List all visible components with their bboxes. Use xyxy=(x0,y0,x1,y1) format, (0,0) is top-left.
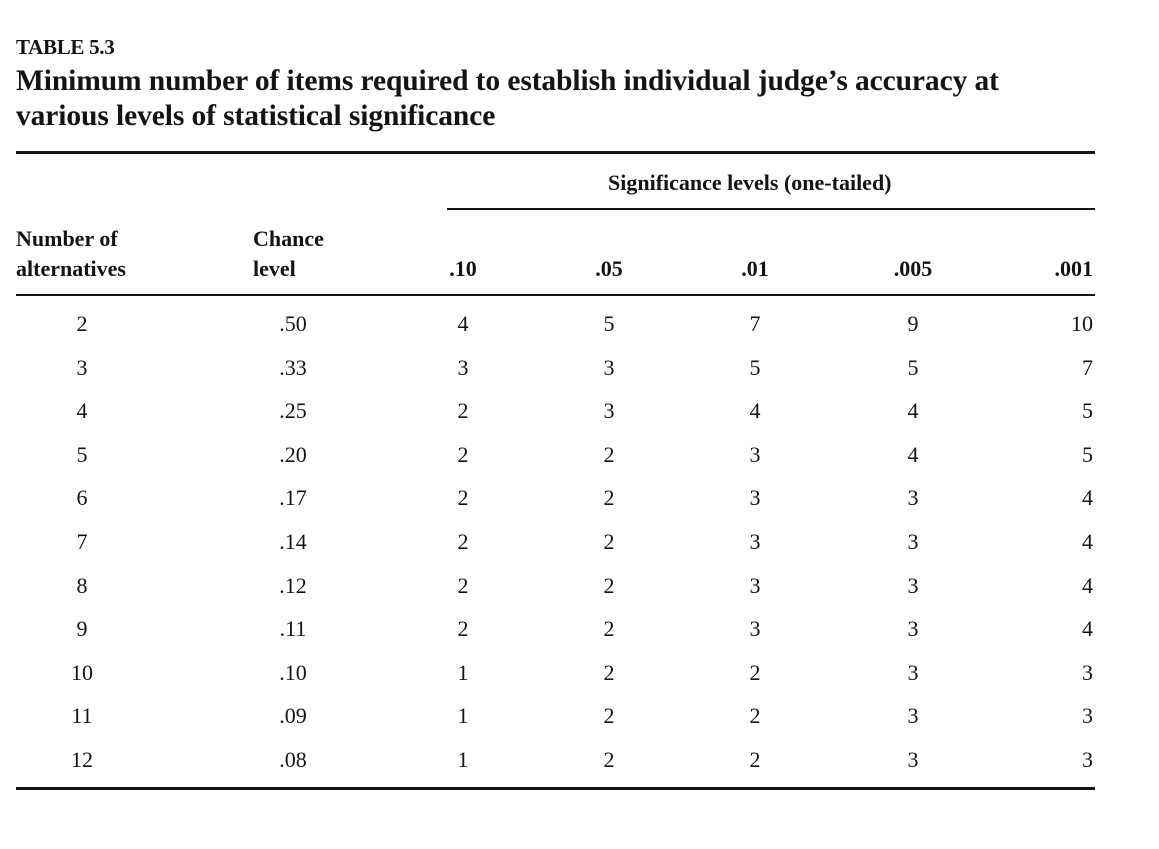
table-cell-r0-c3: 5 xyxy=(603,311,615,336)
table-cell-r4-c4: 3 xyxy=(749,485,761,510)
table-cell-r1-c2: 3 xyxy=(457,355,469,380)
header-chance-line2: level xyxy=(253,256,296,281)
table-cell-r1-c5: 5 xyxy=(907,355,919,380)
table-cell-r7-c6: 4 xyxy=(1082,616,1093,641)
header-level-3: .005 xyxy=(893,256,933,281)
header-level-2: .01 xyxy=(741,256,769,281)
table-cell-r5-c5: 3 xyxy=(907,529,919,554)
table-cell-r3-c4: 3 xyxy=(749,442,761,467)
table-cell-r7-c4: 3 xyxy=(749,616,761,641)
table-cell-r2-c1: .25 xyxy=(279,398,307,423)
table-cell-r2-c2: 2 xyxy=(457,398,469,423)
table-cell-r10-c4: 2 xyxy=(749,747,761,772)
spanner-rule xyxy=(447,208,1095,210)
table-cell-r5-c2: 2 xyxy=(457,529,469,554)
header-chance-line1: Chance xyxy=(253,226,324,251)
table-cell-r5-c4: 3 xyxy=(749,529,761,554)
table-cell-r3-c5: 4 xyxy=(907,442,919,467)
table-cell-r10-c0: 12 xyxy=(71,747,93,772)
table-cell-r6-c1: .12 xyxy=(279,573,307,598)
table-cell-r9-c2: 1 xyxy=(457,703,469,728)
table-cell-r6-c6: 4 xyxy=(1082,573,1093,598)
header-alternatives-line2: alternatives xyxy=(16,256,126,281)
table-cell-r5-c0: 7 xyxy=(76,529,88,554)
table-cell-r0-c2: 4 xyxy=(457,311,469,336)
header-level-0: .10 xyxy=(449,256,477,281)
header-rule xyxy=(16,294,1095,296)
table-cell-r10-c5: 3 xyxy=(907,747,919,772)
table-cell-r4-c1: .17 xyxy=(279,485,307,510)
table-cell-r6-c4: 3 xyxy=(749,573,761,598)
table-cell-r6-c0: 8 xyxy=(76,573,88,598)
table-cell-r1-c6: 7 xyxy=(1082,355,1093,380)
table-cell-r0-c4: 7 xyxy=(749,311,761,336)
table-cell-r0-c1: .50 xyxy=(279,311,307,336)
table-cell-r9-c5: 3 xyxy=(907,703,919,728)
table-cell-r6-c2: 2 xyxy=(457,573,469,598)
table-cell-r6-c5: 3 xyxy=(907,573,919,598)
table-caption: Minimum number of items required to esta… xyxy=(16,65,999,132)
document-page: TABLE 5.3 Minimum number of items requir… xyxy=(16,34,1095,134)
table-cell-r8-c6: 3 xyxy=(1082,660,1093,685)
table-cell-r2-c0: 4 xyxy=(76,398,88,423)
table-cell-r9-c3: 2 xyxy=(603,703,615,728)
table-cell-r8-c0: 10 xyxy=(71,660,93,685)
header-level-1: .05 xyxy=(595,256,623,281)
table-cell-r1-c1: .33 xyxy=(279,355,307,380)
table-cell-r7-c2: 2 xyxy=(457,616,469,641)
table-cell-r8-c5: 3 xyxy=(907,660,919,685)
bottom-rule xyxy=(16,787,1095,790)
table-cell-r1-c0: 3 xyxy=(76,355,88,380)
table-cell-r5-c1: .14 xyxy=(279,529,307,554)
table-cell-r10-c2: 1 xyxy=(457,747,469,772)
table-cell-r3-c6: 5 xyxy=(1082,442,1093,467)
table-cell-r4-c3: 2 xyxy=(603,485,615,510)
table-cell-r3-c3: 2 xyxy=(603,442,615,467)
table-cell-r4-c6: 4 xyxy=(1082,485,1093,510)
table-cell-r10-c3: 2 xyxy=(603,747,615,772)
top-rule xyxy=(16,151,1095,154)
table-cell-r7-c3: 2 xyxy=(603,616,615,641)
table-label: TABLE 5.3 xyxy=(16,35,115,59)
table-cell-r8-c1: .10 xyxy=(279,660,307,685)
table-cell-r0-c5: 9 xyxy=(907,311,919,336)
table-cell-r5-c6: 4 xyxy=(1082,529,1093,554)
table-cell-r9-c4: 2 xyxy=(749,703,761,728)
spanner-header: Significance levels (one-tailed) xyxy=(608,170,892,195)
table-cell-r9-c0: 11 xyxy=(71,703,93,728)
table-cell-r8-c3: 2 xyxy=(603,660,615,685)
table-cell-r2-c3: 3 xyxy=(603,398,615,423)
table-cell-r3-c1: .20 xyxy=(279,442,307,467)
table-cell-r3-c2: 2 xyxy=(457,442,469,467)
table-cell-r2-c4: 4 xyxy=(749,398,761,423)
table-cell-r9-c1: .09 xyxy=(279,703,307,728)
table-cell-r0-c0: 2 xyxy=(76,311,88,336)
table-cell-r8-c2: 1 xyxy=(457,660,469,685)
table-cell-r7-c1: .11 xyxy=(279,616,307,641)
table-cell-r4-c2: 2 xyxy=(457,485,469,510)
table-cell-r1-c4: 5 xyxy=(749,355,761,380)
table-cell-r7-c0: 9 xyxy=(76,616,88,641)
table-cell-r2-c6: 5 xyxy=(1082,398,1093,423)
header-alternatives-line1: Number of xyxy=(16,226,118,251)
table-cell-r5-c3: 2 xyxy=(603,529,615,554)
table-cell-r4-c0: 6 xyxy=(76,485,88,510)
header-level-4: .001 xyxy=(1054,256,1094,281)
table-cell-r10-c1: .08 xyxy=(279,747,307,772)
table-cell-r8-c4: 2 xyxy=(749,660,761,685)
table-cell-r10-c6: 3 xyxy=(1082,747,1093,772)
table-cell-r0-c6: 10 xyxy=(1071,311,1093,336)
table-cell-r2-c5: 4 xyxy=(907,398,919,423)
table-cell-r9-c6: 3 xyxy=(1082,703,1093,728)
table-cell-r7-c5: 3 xyxy=(907,616,919,641)
table-cell-r1-c3: 3 xyxy=(603,355,615,380)
table-cell-r6-c3: 2 xyxy=(603,573,615,598)
table-cell-r4-c5: 3 xyxy=(907,485,919,510)
table-cell-r3-c0: 5 xyxy=(76,442,88,467)
